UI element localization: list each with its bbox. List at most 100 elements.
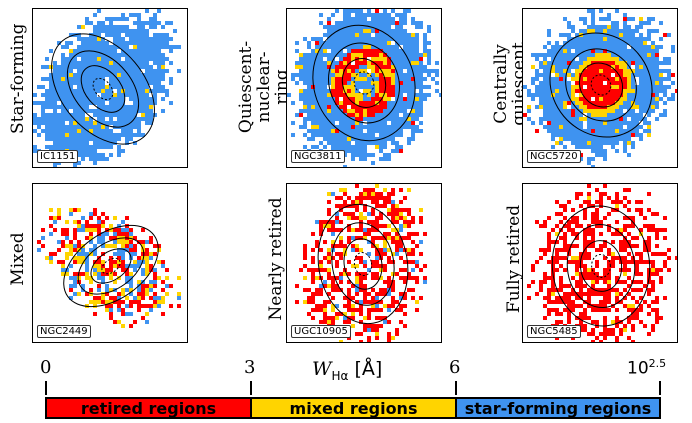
spaxel [583, 216, 587, 220]
spaxel [599, 200, 603, 204]
spaxel [141, 65, 145, 69]
spaxel [619, 49, 623, 53]
spaxel [343, 200, 347, 204]
spaxel [639, 97, 643, 101]
spaxel [623, 101, 627, 105]
spaxel [89, 57, 93, 61]
spaxel [311, 280, 315, 284]
spaxel [595, 49, 599, 53]
spaxel [169, 49, 173, 53]
spaxel [77, 61, 81, 65]
spaxel [579, 284, 583, 288]
spaxel [555, 85, 559, 89]
spaxel [89, 157, 93, 161]
spaxel [383, 49, 387, 53]
spaxel [137, 37, 141, 41]
spaxel [359, 69, 363, 73]
spaxel [57, 93, 61, 97]
spaxel [327, 292, 331, 296]
spaxel [359, 25, 363, 29]
spaxel [623, 77, 627, 81]
spaxel [611, 97, 615, 101]
spaxel [639, 280, 643, 284]
spaxel [125, 113, 129, 117]
spaxel [319, 260, 323, 264]
spaxel [651, 308, 655, 312]
spaxel [335, 45, 339, 49]
spaxel [355, 45, 359, 49]
spaxel [635, 113, 639, 117]
spaxel [543, 224, 547, 228]
spaxel [631, 37, 635, 41]
spaxel [595, 117, 599, 121]
spaxel [603, 45, 607, 49]
spaxel [583, 81, 587, 85]
spaxel [141, 45, 145, 49]
spaxel [125, 137, 129, 141]
spaxel [375, 220, 379, 224]
spaxel [295, 81, 299, 85]
spaxel [133, 53, 137, 57]
spaxel [627, 97, 631, 101]
spaxel [125, 232, 129, 236]
spaxel [399, 97, 403, 101]
spaxel [371, 89, 375, 93]
spaxel [141, 260, 145, 264]
spaxel [363, 101, 367, 105]
spaxel [93, 25, 97, 29]
spaxel [399, 61, 403, 65]
spaxel [627, 73, 631, 77]
spaxel [407, 252, 411, 256]
spaxel [73, 220, 77, 224]
spaxel [145, 272, 149, 276]
spaxel [371, 73, 375, 77]
spaxel [351, 212, 355, 216]
spaxel [367, 85, 371, 89]
spaxel [153, 93, 157, 97]
spaxel [37, 133, 41, 137]
spaxel [335, 264, 339, 268]
spaxel [587, 304, 591, 308]
spaxel [655, 101, 659, 105]
spaxel [591, 332, 595, 336]
spaxel [303, 121, 307, 125]
spaxel [639, 208, 643, 212]
spaxel [53, 93, 57, 97]
spaxel [415, 308, 419, 312]
spaxel [571, 93, 575, 97]
spaxel [651, 73, 655, 77]
spaxel [109, 101, 113, 105]
spaxel [351, 29, 355, 33]
spaxel [311, 316, 315, 320]
spaxel [335, 77, 339, 81]
spaxel [591, 141, 595, 145]
spaxel [339, 272, 343, 276]
spaxel [363, 276, 367, 280]
spaxel [113, 105, 117, 109]
spaxel [595, 153, 599, 157]
spaxel [121, 248, 125, 252]
spaxel [121, 53, 125, 57]
spaxel [395, 244, 399, 248]
spaxel [375, 216, 379, 220]
spaxel [367, 45, 371, 49]
spaxel [121, 300, 125, 304]
spaxel [367, 117, 371, 121]
spaxel [563, 208, 567, 212]
spaxel [543, 93, 547, 97]
spaxel [121, 324, 125, 328]
spaxel [335, 133, 339, 137]
spaxel [627, 101, 631, 105]
spaxel [85, 220, 89, 224]
spaxel [583, 21, 587, 25]
spaxel [347, 145, 351, 149]
spaxel [85, 264, 89, 268]
spaxel [619, 228, 623, 232]
spaxel [555, 268, 559, 272]
spaxel [643, 300, 647, 304]
spaxel [307, 109, 311, 113]
spaxel [399, 93, 403, 97]
spaxel [105, 49, 109, 53]
spaxel [631, 324, 635, 328]
spaxel [399, 308, 403, 312]
